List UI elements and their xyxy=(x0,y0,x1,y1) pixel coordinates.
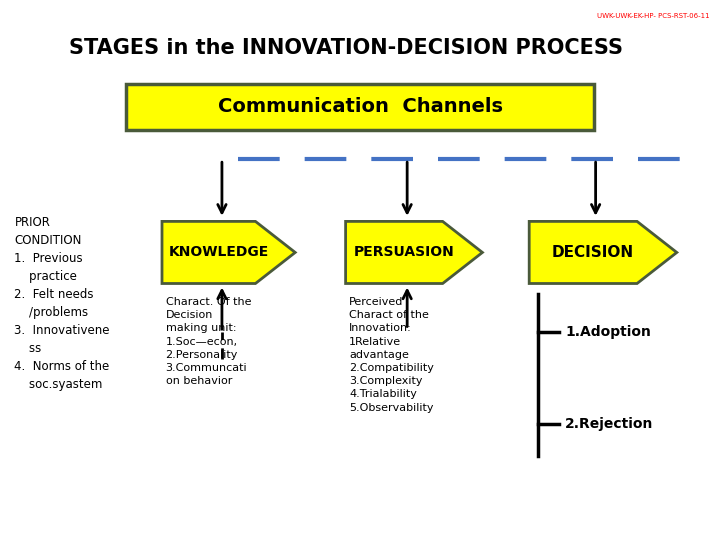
Polygon shape xyxy=(162,221,295,284)
Text: Perceived
Charact of the
Innovation:
1Relative
advantage
2.Compatibility
3.Compl: Perceived Charact of the Innovation: 1Re… xyxy=(349,297,434,413)
Polygon shape xyxy=(529,221,677,284)
Polygon shape xyxy=(346,221,482,284)
Text: Communication  Channels: Communication Channels xyxy=(217,97,503,116)
Text: Charact. Of the
Decision
making unit:
1.Soc—econ,
2.Personality
3.Communcati
on : Charact. Of the Decision making unit: 1.… xyxy=(166,297,251,386)
Text: 2.Rejection: 2.Rejection xyxy=(565,417,654,431)
Text: STAGES in the INNOVATION-DECISION PROCESS: STAGES in the INNOVATION-DECISION PROCES… xyxy=(68,38,623,58)
FancyBboxPatch shape xyxy=(126,84,594,130)
Text: PRIOR
CONDITION
1.  Previous
    practice
2.  Felt needs
    /problems
3.  Innov: PRIOR CONDITION 1. Previous practice 2. … xyxy=(14,216,110,391)
Text: 1.Adoption: 1.Adoption xyxy=(565,325,651,339)
Text: PERSUASION: PERSUASION xyxy=(354,246,454,259)
Text: UWK-UWK-EK-HP- PCS-RST-06-11: UWK-UWK-EK-HP- PCS-RST-06-11 xyxy=(597,14,709,19)
Text: KNOWLEDGE: KNOWLEDGE xyxy=(168,246,269,259)
Text: DECISION: DECISION xyxy=(552,245,634,260)
